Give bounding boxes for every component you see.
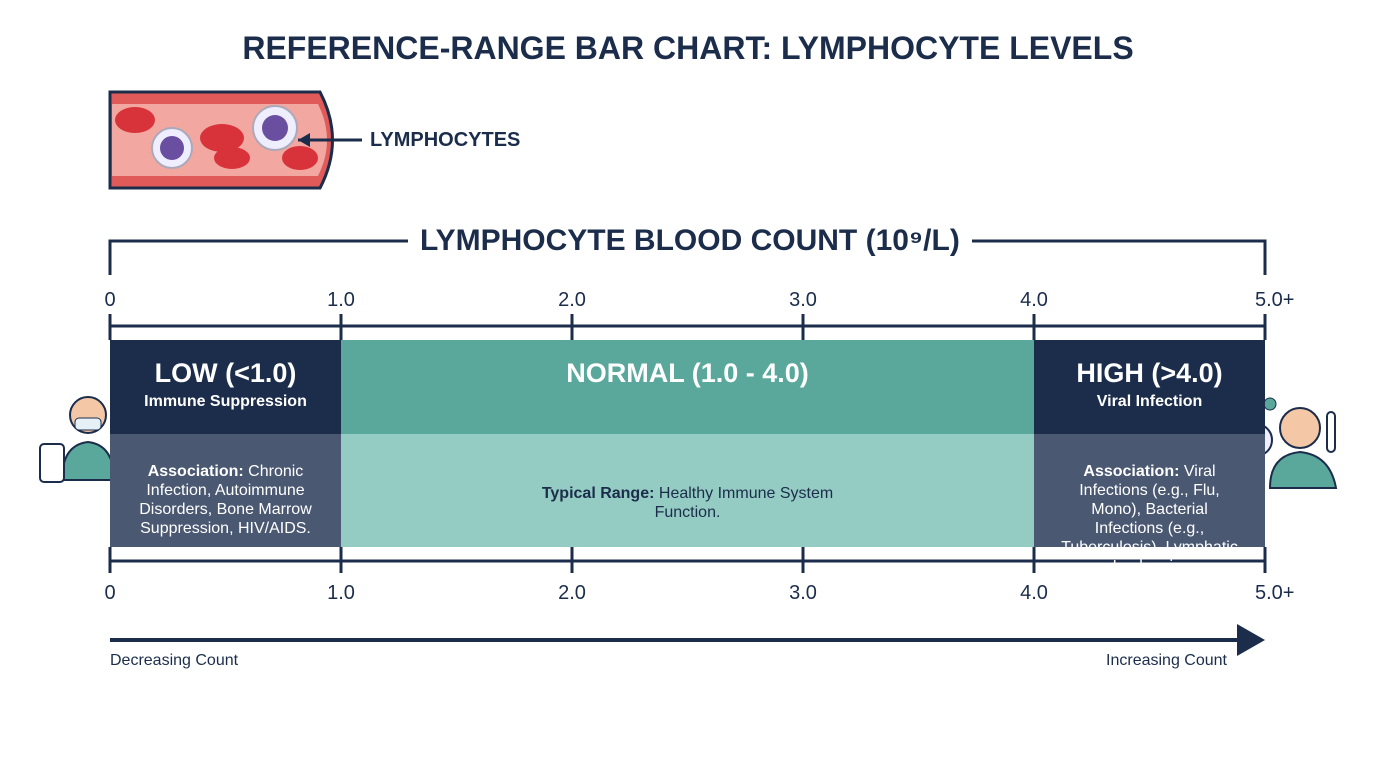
detail-text: Viral Infections (e.g., Flu, Mono), Bact… xyxy=(1061,463,1238,575)
x-tick-label: 2.0 xyxy=(558,289,586,311)
x-tick-label: 2.0 xyxy=(558,582,586,604)
illustration-label: LYMPHOCYTES xyxy=(370,129,521,151)
x-tick-label: 4.0 xyxy=(1020,289,1048,311)
detail-label: Typical Range: xyxy=(541,485,655,502)
band-text: LOW (<1.0) Immune Suppression Association:… xyxy=(110,340,341,547)
axis-title: LYMPHOCYTE BLOOD COUNT (10⁹/L) xyxy=(408,224,972,258)
detail-text: Chronic Infection, Autoimmune Disorders,… xyxy=(139,463,312,537)
x-tick-label: 0 xyxy=(104,289,115,311)
x-tick-label: 4.0 xyxy=(1020,582,1048,604)
band-detail: Typical Range: Healthy Immune System Fun… xyxy=(511,484,864,522)
range-band xyxy=(110,340,341,434)
range-band-detail xyxy=(110,434,341,547)
range-band-detail xyxy=(1034,434,1265,547)
band-detail: Association: Viral Infections (e.g., Flu… xyxy=(1058,462,1241,576)
band-text: NORMAL (1.0 - 4.0) Typical Range: Healthy… xyxy=(341,340,1034,547)
arrow-head xyxy=(1237,624,1265,656)
detail-label: Association: xyxy=(1083,463,1180,480)
band-subtitle: Immune Suppression xyxy=(144,393,307,410)
range-band-detail xyxy=(341,434,1034,547)
vessel-illustration xyxy=(108,90,362,190)
x-tick-label: 3.0 xyxy=(789,289,817,311)
x-tick-label: 1.0 xyxy=(327,582,355,604)
band-name: NORMAL (1.0 - 4.0) xyxy=(566,358,809,388)
x-tick-label: 3.0 xyxy=(789,582,817,604)
band-name: HIGH (>4.0) xyxy=(1076,358,1223,388)
range-band xyxy=(341,340,1034,434)
x-tick-label: 5.0+ xyxy=(1255,289,1294,311)
band-detail: Association: Chronic Infection, Autoimmu… xyxy=(134,462,317,538)
band-name: LOW (<1.0) xyxy=(154,358,297,388)
range-band xyxy=(1034,340,1265,434)
band-subtitle: Viral Infection xyxy=(1096,393,1203,410)
direction-label: Increasing Count xyxy=(1106,652,1227,669)
x-tick-label: 5.0+ xyxy=(1255,582,1294,604)
direction-label: Decreasing Count xyxy=(110,652,239,669)
x-tick-label: 0 xyxy=(104,582,115,604)
detail-text: Healthy Immune System Function. xyxy=(654,485,834,521)
detail-label: Association: xyxy=(147,463,244,480)
x-tick-label: 1.0 xyxy=(327,289,355,311)
band-text: HIGH (>4.0) Viral Infection Association: V… xyxy=(1034,340,1265,575)
chart-title: REFERENCE-RANGE BAR CHART: LYMPHOCYTE LE… xyxy=(242,30,1134,66)
